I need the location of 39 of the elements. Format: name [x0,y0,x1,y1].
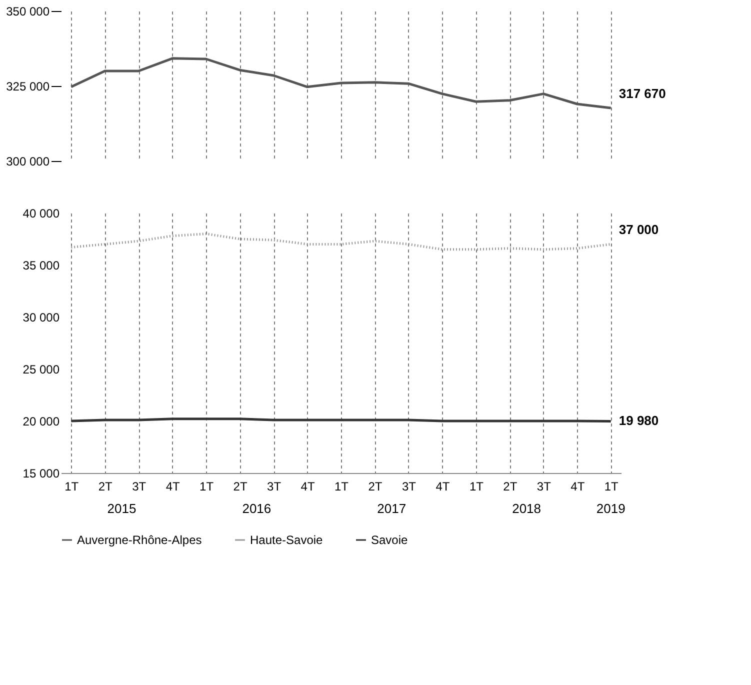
legend-label: Haute-Savoie [250,533,324,547]
x-tick-label: 3T [402,480,417,494]
x-tick-label: 1T [334,480,350,494]
x-tick-label: 1T [604,480,620,494]
legend-label: Savoie [371,533,408,547]
x-tick-label: 4T [570,480,586,494]
x-tick-label: 2T [98,480,114,494]
y-tick-label: 300 000 [6,154,50,168]
x-tick-label: 3T [132,480,147,494]
y-tick-label: 25 000 [22,362,60,376]
line-series [70,57,612,110]
x-tick-label: 4T [300,480,316,494]
text: 2018 [512,501,542,516]
x-tick-label: 1T [469,480,484,494]
x-tick-label: 3T [267,480,282,494]
data-label: 19 980 [618,413,659,428]
x-tick-label: 1T [64,480,80,494]
text: 2015 [107,501,136,516]
y-tick-label: 15 000 [22,466,60,480]
y-tick-label: 35 000 [22,258,60,272]
text: 2017 [377,501,406,516]
y-tick-label: 20 000 [22,414,60,428]
x-tick-label: 3T [536,480,552,494]
line-series [70,232,612,251]
x-tick-label: 2T [233,480,248,494]
x-tick-label: 2T [368,480,383,494]
data-label: 37 000 [618,222,659,238]
x-tick-label: 4T [436,480,450,494]
y-tick-label: 30 000 [22,310,60,324]
legend-label: Auvergne-Rhône-Alpes [77,533,202,547]
text: 2016 [242,501,272,516]
x-tick-label: 4T [166,480,180,494]
y-tick-label: 40 000 [22,206,60,220]
x-tick-label: 1T [200,480,214,494]
y-tick-label: 350 000 [6,4,50,18]
x-tick-label: 2T [503,480,518,494]
data-label: 317 670 [618,86,666,101]
text: 2019 [596,501,626,516]
y-tick-label: 325 000 [6,80,50,94]
